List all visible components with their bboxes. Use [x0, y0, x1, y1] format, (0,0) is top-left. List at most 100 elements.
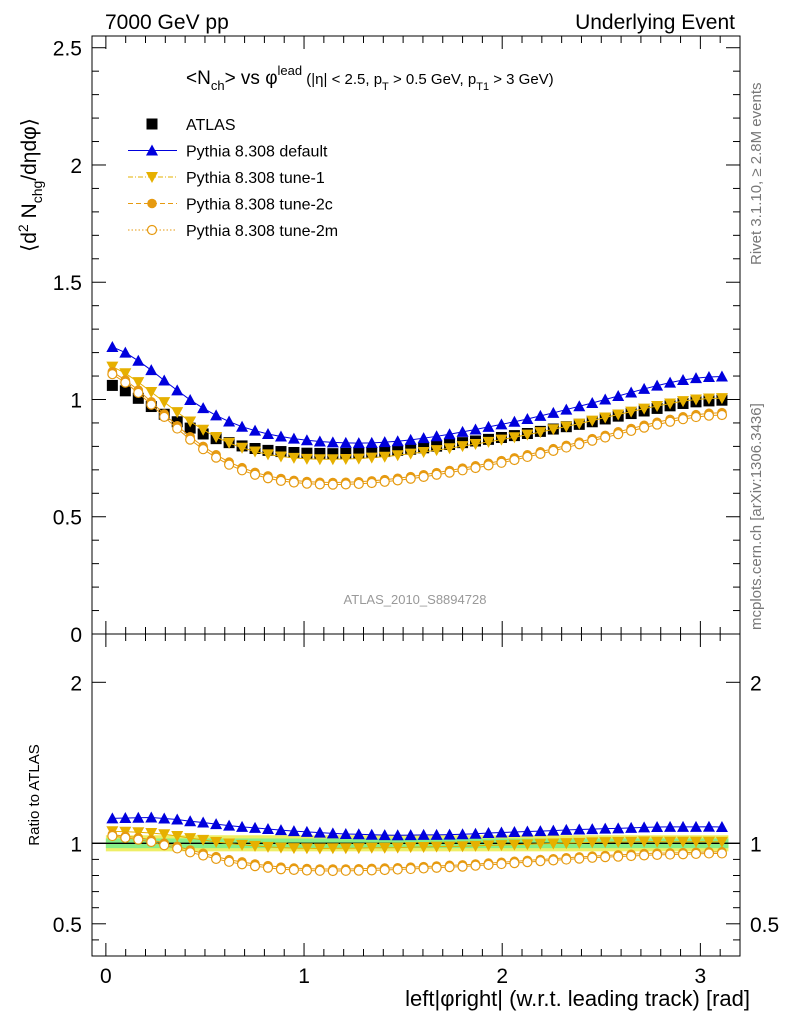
data-point — [287, 452, 300, 464]
ratio-data-point — [456, 828, 469, 840]
data-point — [456, 425, 469, 437]
data-point — [457, 465, 468, 476]
legend-marker — [146, 118, 158, 130]
data-point — [470, 462, 481, 474]
data-point — [430, 445, 443, 457]
ratio-data-point — [535, 856, 546, 867]
ratio-data-point — [508, 826, 521, 838]
ratio-data-point — [197, 816, 210, 828]
data-point — [430, 430, 443, 442]
data-point — [404, 448, 417, 460]
data-point — [690, 372, 703, 384]
tick-label: 1 — [70, 833, 82, 856]
ratio-data-point — [223, 819, 236, 831]
data-point — [651, 379, 664, 391]
data-point — [599, 393, 612, 405]
data-point — [120, 377, 131, 388]
tick-label: 2 — [496, 965, 508, 988]
ratio-data-point — [107, 830, 118, 842]
data-point — [392, 475, 403, 486]
data-point — [586, 397, 599, 409]
data-point — [352, 453, 365, 465]
data-point — [184, 422, 196, 434]
data-point — [339, 436, 352, 448]
tick-label: 1 — [298, 965, 310, 988]
ratio-data-point — [444, 862, 455, 873]
ratio-data-point — [211, 853, 222, 865]
data-point — [379, 446, 391, 458]
ratio-data-point — [574, 853, 585, 864]
data-point — [417, 432, 430, 444]
data-point — [418, 471, 429, 482]
ratio-data-point — [275, 864, 287, 875]
ratio-data-point — [274, 824, 287, 836]
tick-label: 0.5 — [750, 914, 779, 937]
data-point — [197, 424, 210, 436]
data-point — [469, 439, 482, 451]
data-point — [132, 392, 144, 404]
tick-label: 2 — [70, 672, 82, 695]
data-point — [456, 441, 469, 453]
ratio-data-point — [573, 823, 586, 835]
data-point — [639, 422, 650, 433]
ratio-data-point — [626, 850, 637, 862]
ratio-data-point — [198, 850, 209, 861]
ratio-data-point — [185, 847, 196, 858]
legend: ATLAS Pythia 8.308 default Pythia 8.308 tu… — [128, 117, 338, 240]
ratio-data-point — [261, 841, 274, 853]
data-point — [444, 467, 455, 478]
ratio-data-point — [702, 820, 715, 832]
ratio-data-point — [716, 848, 728, 859]
data-point — [574, 439, 585, 450]
ratio-data-point — [651, 849, 663, 860]
legend-label: Pythia 8.308 tune-2m — [186, 223, 338, 240]
data-point — [521, 429, 534, 441]
data-point — [378, 436, 391, 448]
data-point — [677, 414, 689, 425]
data-point — [391, 435, 404, 447]
data-point — [715, 370, 728, 382]
data-point — [651, 401, 664, 413]
data-point — [132, 377, 145, 389]
ratio-data-point — [184, 833, 197, 845]
data-point — [365, 452, 378, 464]
ratio-data-point — [664, 849, 676, 860]
data-point — [690, 394, 703, 406]
data-point — [677, 396, 690, 408]
data-point — [534, 409, 547, 421]
data-point — [340, 447, 352, 459]
analysis-label: ATLAS_2010_S8894728 — [344, 592, 487, 607]
axis-tick-labels: 0 1 2 3 0 0.5 1 1.5 2 2.5 0.5 0.5 1 1 2 2 — [53, 38, 779, 988]
ratio-data-point — [496, 858, 507, 870]
series-1 — [106, 340, 728, 449]
ratio-data-point — [587, 852, 598, 863]
data-point — [107, 369, 118, 380]
series-4 — [107, 369, 728, 490]
ratio-data-point — [106, 812, 119, 824]
data-point — [262, 473, 274, 484]
ratio-data-point — [664, 836, 677, 848]
ratio-data-point — [482, 840, 495, 852]
legend-marker — [147, 198, 157, 209]
ratio-data-point — [495, 840, 508, 852]
header-right-label: Underlying Event — [575, 11, 735, 34]
data-point — [378, 451, 391, 463]
data-point — [443, 443, 456, 455]
tick-label: 3 — [695, 965, 707, 988]
data-point — [495, 434, 508, 446]
ratio-data-point — [158, 812, 171, 824]
ratio-data-point — [483, 859, 494, 870]
ratio-data-point — [366, 865, 377, 876]
ratio-data-point — [313, 843, 326, 855]
data-point — [703, 410, 715, 421]
data-point — [404, 433, 417, 445]
data-point — [560, 421, 573, 433]
ratio-data-point — [417, 842, 430, 854]
data-point — [353, 478, 364, 490]
data-point — [625, 386, 638, 398]
ratio-data-point — [210, 818, 223, 830]
data-point — [626, 425, 637, 437]
ratio-data-point — [612, 837, 625, 849]
data-point — [223, 415, 236, 427]
